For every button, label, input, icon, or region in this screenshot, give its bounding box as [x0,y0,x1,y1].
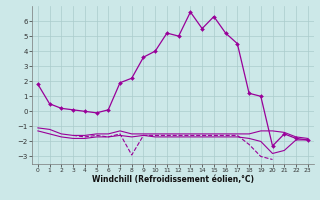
X-axis label: Windchill (Refroidissement éolien,°C): Windchill (Refroidissement éolien,°C) [92,175,254,184]
